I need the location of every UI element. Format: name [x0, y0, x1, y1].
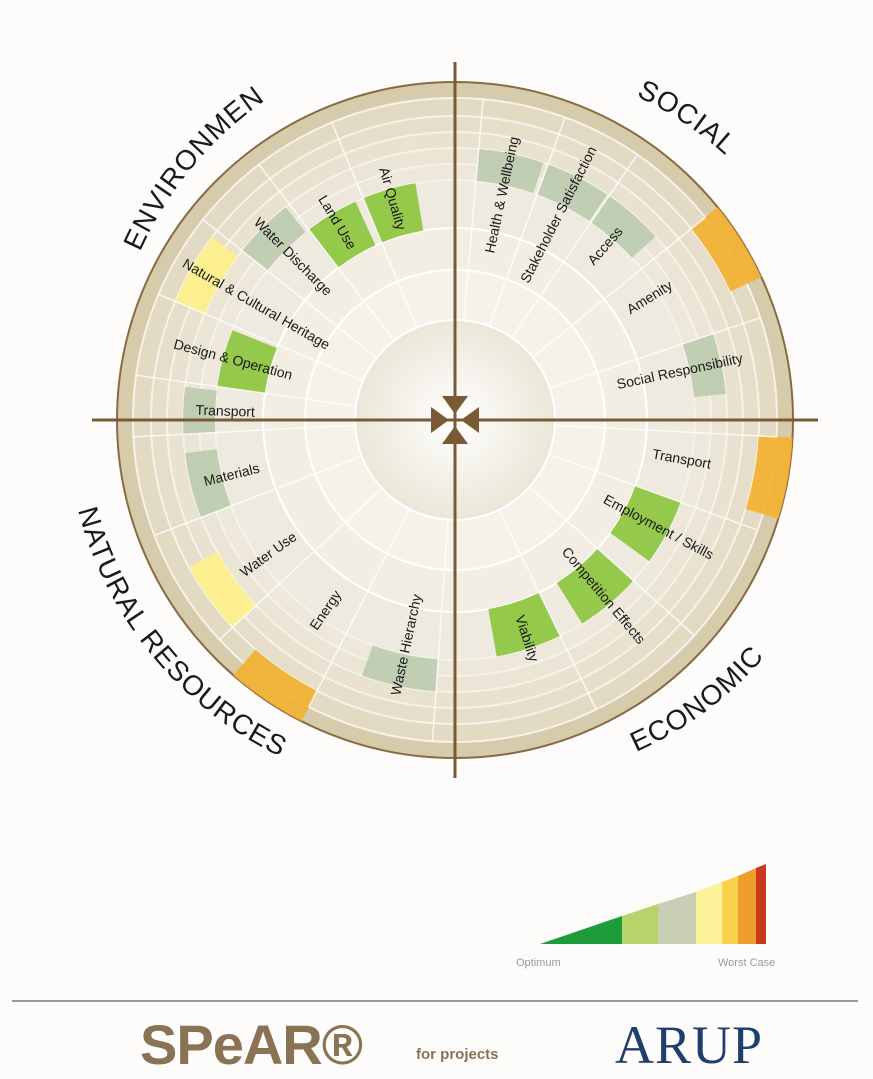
center-arrows: [431, 396, 479, 444]
score-arc: [475, 149, 544, 194]
arup-logo: ARUP: [615, 1015, 764, 1075]
legend-step-grey-green: [658, 892, 696, 944]
spoke: [462, 99, 484, 321]
spoke: [498, 509, 597, 710]
arrow-up-icon: [442, 426, 468, 444]
legend-step-light-green: [622, 904, 658, 944]
divider: [12, 1000, 858, 1002]
arrow-down-icon: [442, 396, 468, 414]
spokes: [133, 99, 777, 742]
score-arc: [185, 449, 231, 518]
spoke: [202, 218, 378, 359]
legend: Optimum Worst Case: [516, 864, 775, 969]
score-arc: [745, 435, 793, 519]
score-arc: [691, 207, 762, 292]
spoke: [528, 486, 695, 637]
arrow-right-icon: [431, 407, 449, 433]
score-arc: [242, 207, 306, 271]
spoke: [511, 154, 639, 339]
sector-label: Transport: [195, 402, 255, 420]
spoke: [548, 453, 758, 531]
spoke: [431, 519, 449, 742]
spoke: [532, 216, 706, 358]
legend-max-label: Worst Case: [718, 957, 775, 969]
score-arc: [175, 237, 238, 314]
spoke: [258, 164, 395, 342]
spoke: [488, 117, 566, 327]
arrow-left-icon: [461, 407, 479, 433]
spoke: [218, 487, 383, 641]
score-arc: [590, 195, 656, 258]
spoke: [154, 455, 362, 537]
score-arc: [217, 330, 277, 394]
legend-step-orange: [738, 868, 756, 944]
score-arc: [610, 485, 681, 562]
spear-subtitle: for projects: [416, 1046, 499, 1063]
spoke: [133, 424, 356, 438]
spear-logo: SPeAR®: [140, 1013, 363, 1076]
score-arc: [556, 548, 634, 624]
spoke: [308, 508, 411, 708]
spoke: [549, 317, 761, 389]
score-arc: [537, 164, 608, 222]
score-arc: [233, 649, 317, 722]
spoke: [554, 424, 777, 438]
legend-step-dark-green: [540, 916, 622, 944]
legend-step-yellow: [722, 876, 738, 944]
score-arc: [363, 183, 424, 243]
spoke: [136, 374, 357, 407]
score-arc: [189, 551, 257, 628]
spoke: [158, 293, 364, 382]
score-arcs: [175, 149, 793, 722]
branding: SPeAR® for projects ARUP: [0, 1000, 873, 1079]
score-arc: [488, 592, 561, 657]
legend-min-label: Optimum: [516, 957, 561, 969]
legend-step-red: [756, 864, 766, 944]
spoke: [331, 122, 418, 328]
score-arc: [361, 645, 439, 692]
legend-step-pale-yellow: [696, 882, 722, 944]
score-arc: [682, 333, 726, 397]
score-arc: [183, 386, 217, 435]
